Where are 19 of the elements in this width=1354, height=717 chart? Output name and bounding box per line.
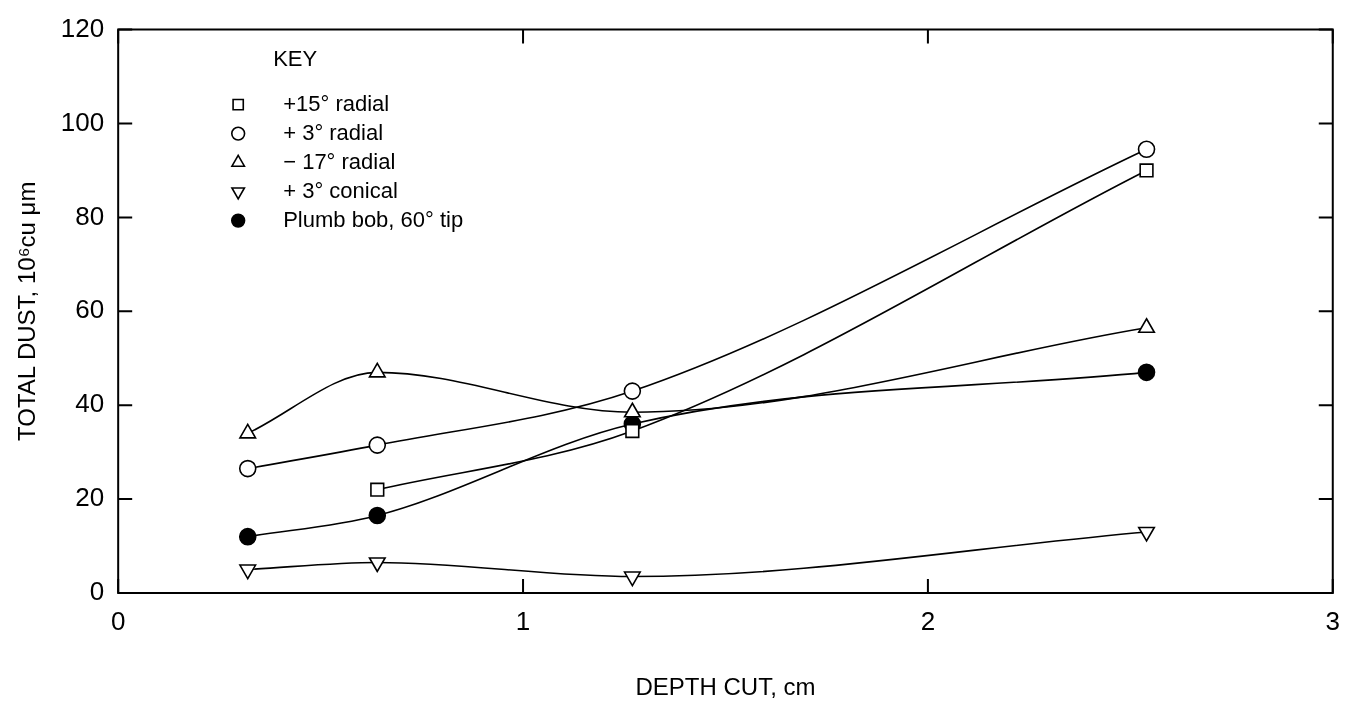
legend-label: Plumb bob, 60° tip: [283, 206, 464, 232]
y-tick-label: 40: [75, 388, 105, 419]
y-tick-label: 20: [75, 482, 105, 513]
x-tick-label: 3: [1325, 605, 1340, 636]
y-tick-label: 120: [60, 12, 105, 43]
legend-label: − 17° radial: [283, 148, 396, 174]
legend-label: +15° radial: [283, 90, 390, 116]
legend-label: + 3° conical: [283, 177, 398, 203]
y-tick-label: 60: [75, 294, 105, 325]
y-axis-title: TOTAL DUST, 10⁶cu μm: [13, 181, 41, 441]
y-tick-label: 100: [60, 106, 105, 137]
y-tick-label: 0: [89, 576, 105, 607]
legend-label: + 3° radial: [283, 119, 384, 145]
x-tick-label: 2: [920, 605, 936, 636]
x-axis-title: DEPTH CUT, cm: [635, 673, 816, 701]
legend-title: KEY: [273, 45, 318, 71]
y-tick-label: 80: [75, 200, 105, 231]
x-tick-label: 1: [515, 605, 531, 636]
x-tick-label: 0: [110, 605, 126, 636]
